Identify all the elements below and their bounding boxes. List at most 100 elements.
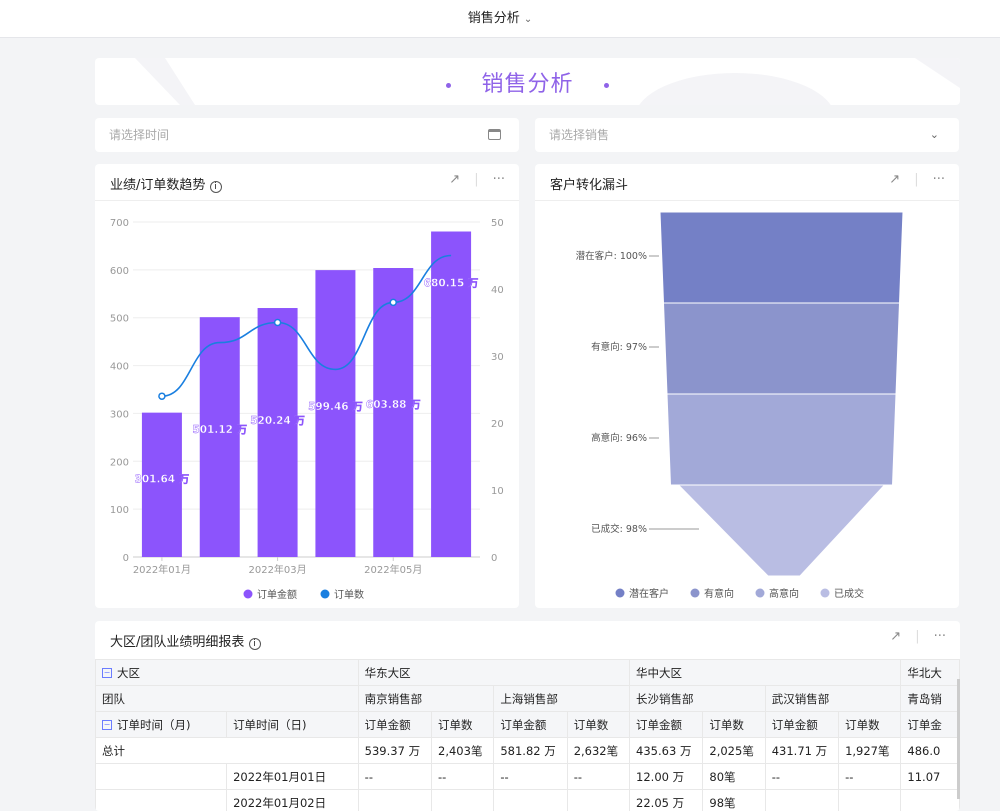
detail-table: −大区 华东大区 华中大区 华北大 团队 南京销售部 上海销售部 长沙销售部 武… [95,659,960,811]
funnel-label: 潜在客户: 100% [576,250,647,262]
y-tick-label: 100 [110,505,129,516]
line-point [390,299,396,305]
table-cell: 订单金额 [358,712,431,738]
table-cell: 98笔 [703,790,765,811]
y2-tick-label: 0 [491,553,497,564]
region-cell: 华中大区 [630,660,901,686]
legend-label: 订单金额 [257,588,297,601]
table-cell: 435.63 万 [630,738,703,764]
total-label: 总计 [96,738,359,764]
team-cell: 长沙销售部 [630,686,766,712]
scrollbar[interactable] [957,679,960,799]
table-cell: 539.37 万 [358,738,431,764]
legend-marker [821,589,830,598]
bar [258,308,298,557]
y-tick-label: 500 [110,314,129,325]
table-cell [901,790,960,811]
time-picker[interactable]: 请选择时间 [95,118,519,152]
table-cell: 订单金额 [494,712,567,738]
table-cell: 80笔 [703,764,765,790]
line-point [159,393,165,399]
legend-marker [616,589,625,598]
page-title: 销售分析 [481,72,573,97]
table-cell [358,790,431,811]
table-cell: -- [765,764,838,790]
detail-table-card: 大区/团队业绩明细报表 i ↗|··· −大区 华东大区 华中大区 华北大 团队… [95,621,960,811]
legend-label: 高意向 [769,587,799,600]
team-cell: 青岛销 [901,686,960,712]
dashboard-title-dropdown[interactable]: 销售分析 ⌄ [468,11,533,26]
table-cell: -- [494,764,567,790]
legend-marker [691,589,700,598]
bar-data-label: 599.46 万 [308,401,363,413]
table-cell: 2022年01月02日 [227,790,359,811]
sales-placeholder: 请选择销售 [549,128,609,142]
external-link-icon[interactable]: ↗ [890,629,901,644]
x-tick-label: 2022年01月 [133,563,191,576]
dashboard-title: 销售分析 [468,11,520,26]
table-cell [839,790,901,811]
table-cell: 订单金额 [630,712,703,738]
bar-data-label: 301.64 万 [135,474,190,486]
bar [315,270,355,557]
table-cell: 22.05 万 [630,790,703,811]
sales-select[interactable]: 请选择销售 ⌄ [535,118,959,152]
chevron-down-icon: ⌄ [524,14,532,25]
calendar-icon [488,129,501,140]
table-cell: 订单金 [901,712,960,738]
bar-data-label: 680.15 万 [424,277,479,289]
table-cell [96,790,227,811]
y-tick-label: 0 [123,553,129,564]
header-banner: 销售分析 [95,58,960,105]
x-tick-label: 2022年05月 [364,563,422,576]
funnel-label: 有意向: 97% [591,341,647,353]
y-tick-label: 300 [110,409,129,420]
funnel-stage [660,212,903,303]
more-icon[interactable]: ··· [934,629,946,644]
legend-marker [244,590,253,599]
collapse-icon[interactable]: − [102,720,112,730]
header-row-region: −大区 华东大区 华中大区 华北大 [96,660,960,686]
bar [200,317,240,557]
team-header: 团队 [96,686,359,712]
table-cell: -- [432,764,494,790]
y2-tick-label: 50 [491,218,504,229]
funnel-stage [679,485,885,576]
y-tick-label: 700 [110,218,129,229]
table-cell: 11.07 [901,764,960,790]
y-tick-label: 400 [110,362,129,373]
bar-data-label: 603.88 万 [366,399,421,411]
bar-data-label: 520.24 万 [250,415,305,427]
table-cell: 订单数 [703,712,765,738]
funnel-label: 高意向: 96% [591,432,647,444]
chevron-down-icon: ⌄ [930,118,939,152]
funnel-card: 客户转化漏斗 ↗|··· 潜在客户: 100%潜在客户有意向: 97%有意向高意… [535,164,959,608]
funnel-stage [664,303,900,394]
region-header[interactable]: −大区 [96,660,359,686]
table-cell [432,790,494,811]
table-cell: 订单金额 [765,712,838,738]
table-cell: 订单时间（日) [227,712,359,738]
table-cell: 2022年01月01日 [227,764,359,790]
table-cell: 12.00 万 [630,764,703,790]
collapse-icon[interactable]: − [102,668,112,678]
table-cell: 订单数 [839,712,901,738]
bar-data-label: 501.12 万 [192,424,247,436]
table-cell [494,790,567,811]
team-cell: 上海销售部 [494,686,630,712]
table-cell: 581.82 万 [494,738,567,764]
legend-label: 已成交 [834,587,864,600]
table-cell: -- [567,764,629,790]
table-cell: 订单数 [567,712,629,738]
table-cell: 订单数 [432,712,494,738]
table-cell: 2,403笔 [432,738,494,764]
header-row-team: 团队 南京销售部 上海销售部 长沙销售部 武汉销售部 青岛销 [96,686,960,712]
table-cell: -- [358,764,431,790]
table-cell [765,790,838,811]
table-cell [96,764,227,790]
info-icon[interactable]: i [249,638,261,650]
table-cell: 2,025笔 [703,738,765,764]
table-cell: 1,927笔 [839,738,901,764]
